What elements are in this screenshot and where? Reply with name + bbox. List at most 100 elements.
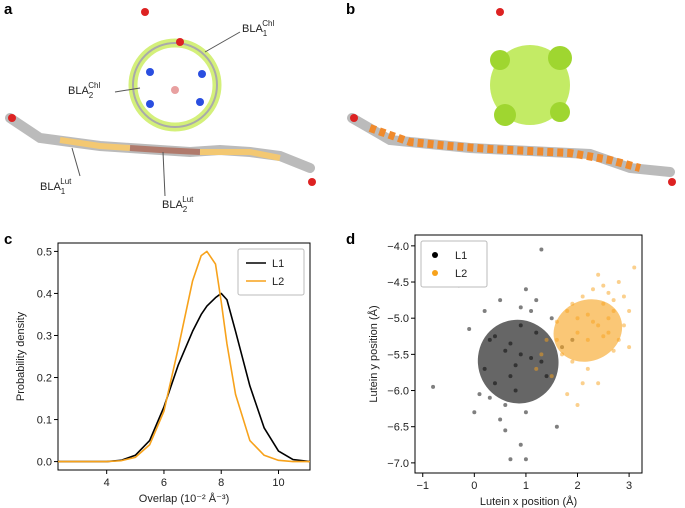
label-sup: Chl <box>262 19 274 28</box>
scatter-point <box>544 337 549 342</box>
scatter-point <box>523 287 528 292</box>
scatter-point <box>539 247 544 252</box>
legend-label: L2 <box>272 276 284 288</box>
scatter-point <box>580 294 585 299</box>
scatter-point <box>585 337 590 342</box>
scatter-point <box>606 330 611 335</box>
y-tick-label: 0.5 <box>37 246 52 258</box>
panel-label: d <box>346 231 355 248</box>
scatter-point <box>544 374 549 379</box>
y-tick-label: 0.1 <box>37 415 52 427</box>
panel-label: c <box>4 231 12 248</box>
scatter-point <box>560 352 565 357</box>
scatter-point <box>539 352 544 357</box>
legend-box <box>237 248 305 296</box>
scatter-point <box>565 308 570 313</box>
confidence-ellipse <box>477 319 559 404</box>
scatter-point <box>518 305 523 310</box>
label-sub: 1 <box>61 187 66 196</box>
y-tick-label: 0.4 <box>37 288 52 300</box>
line-series <box>58 292 311 463</box>
scatter-point <box>606 316 611 321</box>
scatter-point <box>482 366 487 371</box>
label-base: BLA <box>162 199 183 211</box>
y-tick-label: −6.5 <box>387 422 409 434</box>
scatter-point <box>503 348 508 353</box>
y-tick-label: −4.5 <box>387 277 409 289</box>
scatter-point <box>554 337 559 342</box>
scatter-point <box>498 417 503 422</box>
scatter-point <box>523 410 528 415</box>
scatter-point <box>539 359 544 364</box>
legend-swatch <box>432 270 438 276</box>
scatter-point <box>565 392 570 397</box>
y-axis-label: Probability density <box>15 311 27 401</box>
scatter-point <box>529 308 534 313</box>
scatter-point <box>570 301 575 306</box>
scatter-point <box>627 308 632 313</box>
scatter-point <box>590 319 595 324</box>
scatter-point <box>513 363 518 368</box>
x-tick-label: 10 <box>272 477 284 489</box>
panel-label: a <box>4 1 13 18</box>
scatter-point <box>487 337 492 342</box>
legend-swatch <box>432 252 438 258</box>
scatter-point <box>492 334 497 339</box>
scatter-point <box>596 272 601 277</box>
scatter-point <box>601 334 606 339</box>
label-sub: 2 <box>89 91 94 100</box>
x-tick-label: 4 <box>104 477 110 489</box>
scatter-point <box>590 287 595 292</box>
label-sub: 1 <box>263 29 268 38</box>
molecule-label: BLA2Chl <box>68 81 100 100</box>
y-tick-label: −7.0 <box>387 458 409 470</box>
scatter-point <box>554 424 559 429</box>
molecule-label: BLA1Lut <box>40 177 72 196</box>
scatter-point <box>529 355 534 360</box>
legend-label: L1 <box>272 258 284 270</box>
y-tick-label: −6.0 <box>387 386 409 398</box>
scatter-point <box>508 341 513 346</box>
x-tick-label: 8 <box>218 477 224 489</box>
scatter-point <box>518 352 523 357</box>
scatter-point <box>616 280 621 285</box>
scatter-point <box>472 410 477 415</box>
molecule-label: BLA1Chl <box>242 19 274 38</box>
x-axis-label: Overlap (10⁻² Å⁻³) <box>139 492 229 505</box>
scatter-point <box>487 395 492 400</box>
axes-frame <box>57 242 311 471</box>
scatter-point <box>601 301 606 306</box>
legend-label: L2 <box>455 268 467 280</box>
scatter-point <box>518 442 523 447</box>
scatter-point <box>534 366 539 371</box>
y-tick-label: −5.5 <box>387 349 409 361</box>
scatter-point <box>508 457 513 462</box>
scatter-point <box>534 330 539 335</box>
legend-box <box>420 240 488 288</box>
scatter-point <box>585 366 590 371</box>
scatter-point <box>534 298 539 303</box>
scatter-point <box>523 457 528 462</box>
confidence-ellipse <box>553 299 623 362</box>
molecule-label: BLA2Lut <box>162 195 194 214</box>
label-sup: Lut <box>60 177 72 186</box>
scatter-point <box>554 319 559 324</box>
scatter-point <box>621 294 626 299</box>
label-sup: Lut <box>182 195 194 204</box>
scatter-point <box>575 316 580 321</box>
y-axis-label: Lutein y position (Å) <box>367 305 380 402</box>
label-base: BLA <box>40 181 61 193</box>
scatter-point <box>431 384 436 389</box>
x-tick-label: 6 <box>161 477 167 489</box>
scatter-point <box>585 312 590 317</box>
label-base: BLA <box>68 85 89 97</box>
scatter-point <box>518 323 523 328</box>
scatter-point <box>580 381 585 386</box>
scatter-point <box>498 298 503 303</box>
y-tick-label: −5.0 <box>387 313 409 325</box>
scatter-point <box>575 330 580 335</box>
panel-label: b <box>346 1 355 18</box>
scatter-point <box>570 359 575 364</box>
scatter-point <box>616 337 621 342</box>
